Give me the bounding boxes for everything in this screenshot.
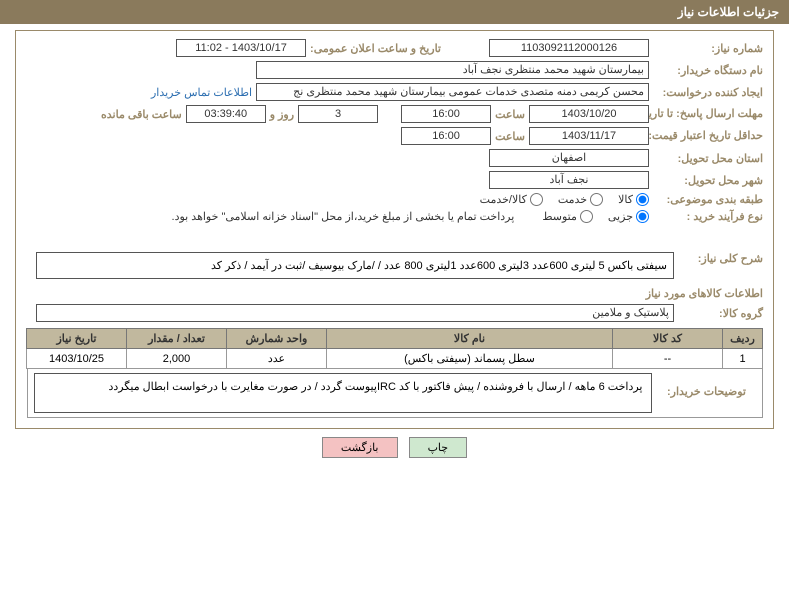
buyer-label: نام دستگاه خریدار:: [653, 64, 763, 77]
table-desc-row: توضیحات خریدار: پرداخت 6 ماهه / ارسال با…: [27, 369, 763, 419]
deadline-time-label: ساعت: [495, 108, 525, 121]
button-bar: چاپ بازگشت: [0, 437, 789, 458]
cat-radio-3[interactable]: [530, 193, 543, 206]
cell-code: --: [613, 349, 723, 369]
cell-name: سطل پسماند (سیفتی باکس): [327, 349, 613, 369]
validity-date-field: 1403/11/17: [529, 127, 649, 145]
purchase-type-radio-group: جزیی متوسط: [542, 210, 649, 223]
deadline-label: مهلت ارسال پاسخ: تا تاریخ:: [653, 108, 763, 120]
page-header: جزئیات اطلاعات نیاز: [0, 0, 789, 24]
pt-opt-partial[interactable]: جزیی: [608, 210, 649, 223]
days-count-field: 3: [298, 105, 378, 123]
th-row: ردیف: [723, 329, 763, 349]
goods-group-label: گروه کالا:: [678, 307, 763, 320]
cat-opt-both[interactable]: کالا/خدمت: [480, 193, 543, 206]
validity-time-field: 16:00: [401, 127, 491, 145]
requester-field: محسن کریمی دمنه متصدی خدمات عمومی بیمارس…: [256, 83, 649, 101]
table-row: 1 -- سطل پسماند (سیفتی باکس) عدد 2,000 1…: [27, 349, 763, 369]
deadline-time-field: 16:00: [401, 105, 491, 123]
th-code: کد کالا: [613, 329, 723, 349]
buyer-notes-box: پرداخت 6 ماهه / ارسال با فروشنده / پیش ف…: [34, 373, 652, 413]
purchase-type-label: نوع فرآیند خرید :: [653, 210, 763, 223]
announce-field: 1403/10/17 - 11:02: [176, 39, 306, 57]
announce-label: تاریخ و ساعت اعلان عمومی:: [310, 42, 441, 55]
validity-label: حداقل تاریخ اعتبار قیمت: تا تاریخ:: [653, 130, 763, 142]
main-panel: شماره نیاز: 1103092112000126 تاریخ و ساع…: [15, 30, 774, 429]
goods-info-label: اطلاعات کالاهای مورد نیاز: [26, 287, 763, 300]
cell-unit: عدد: [227, 349, 327, 369]
buyer-field: بیمارستان شهید محمد منتظری نجف آباد: [256, 61, 649, 79]
page-title: جزئیات اطلاعات نیاز: [678, 5, 779, 19]
cell-date: 1403/10/25: [27, 349, 127, 369]
city-label: شهر محل تحویل:: [653, 174, 763, 187]
th-name: نام کالا: [327, 329, 613, 349]
province-label: استان محل تحویل:: [653, 152, 763, 165]
cat-radio-2[interactable]: [590, 193, 603, 206]
remaining-label: ساعت باقی مانده: [101, 108, 182, 121]
days-label: روز و: [270, 108, 294, 121]
goods-group-field: پلاستیک و ملامین: [36, 304, 674, 322]
deadline-date-field: 1403/10/20: [529, 105, 649, 123]
need-number-field: 1103092112000126: [489, 39, 649, 57]
requester-label: ایجاد کننده درخواست:: [653, 86, 763, 99]
cell-qty: 2,000: [127, 349, 227, 369]
th-unit: واحد شمارش: [227, 329, 327, 349]
cat-opt-khedmat[interactable]: خدمت: [558, 193, 603, 206]
cat-radio-1[interactable]: [636, 193, 649, 206]
category-radio-group: کالا خدمت کالا/خدمت: [480, 193, 649, 206]
pt-radio-1[interactable]: [636, 210, 649, 223]
validity-time-label: ساعت: [495, 130, 525, 143]
goods-table: ردیف کد کالا نام کالا واحد شمارش تعداد /…: [26, 328, 763, 418]
purchase-note: پرداخت تمام یا بخشی از مبلغ خرید،از محل …: [172, 210, 515, 223]
remaining-time-field: 03:39:40: [186, 105, 266, 123]
general-desc-box: سیفتی باکس 5 لیتری 600عدد 3لیتری 600عدد …: [36, 252, 674, 279]
th-qty: تعداد / مقدار: [127, 329, 227, 349]
print-button[interactable]: چاپ: [409, 437, 468, 458]
need-number-label: شماره نیاز:: [653, 42, 763, 55]
cell-row: 1: [723, 349, 763, 369]
province-field: اصفهان: [489, 149, 649, 167]
contact-link[interactable]: اطلاعات تماس خریدار: [151, 86, 252, 99]
cat-opt-kala[interactable]: کالا: [618, 193, 649, 206]
th-date: تاریخ نیاز: [27, 329, 127, 349]
back-button[interactable]: بازگشت: [322, 437, 398, 458]
table-header-row: ردیف کد کالا نام کالا واحد شمارش تعداد /…: [27, 329, 763, 349]
city-field: نجف آباد: [489, 171, 649, 189]
buyer-notes-label: توضیحات خریدار:: [652, 369, 762, 414]
category-label: طبقه بندی موضوعی:: [653, 193, 763, 206]
pt-radio-2[interactable]: [580, 210, 593, 223]
general-desc-label: شرح کلی نیاز:: [678, 252, 763, 265]
pt-opt-medium[interactable]: متوسط: [542, 210, 593, 223]
